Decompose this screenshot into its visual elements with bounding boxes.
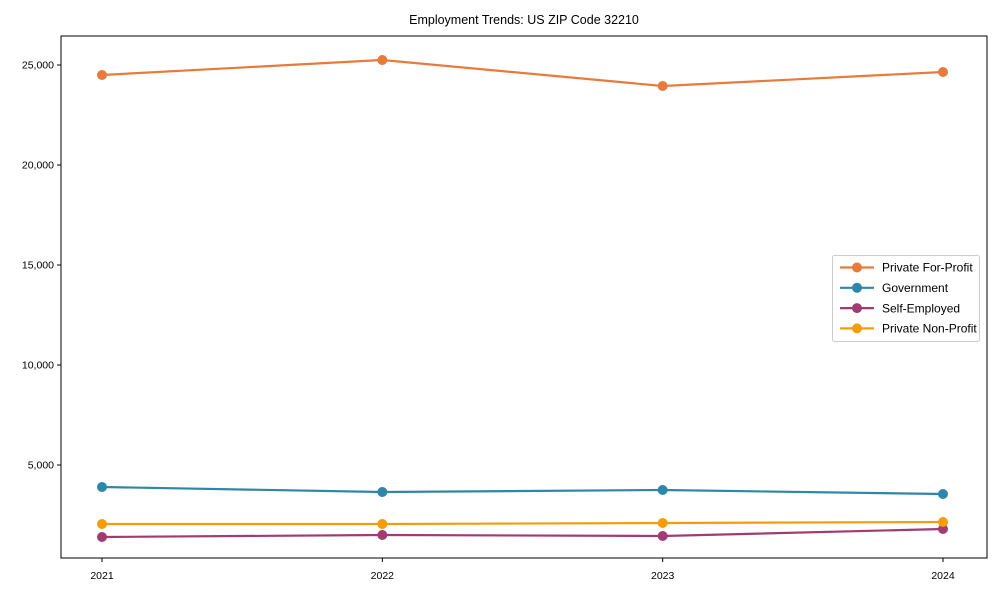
legend-item-label: Private Non-Profit [882,322,977,336]
y-tick-label: 20,000 [22,160,54,172]
series-line-self-employed [101,527,944,539]
data-point [938,489,948,499]
chart-title: Employment Trends: US ZIP Code 32210 [409,13,639,27]
series-line-private-non-profit [102,520,944,526]
x-tick-label: 2024 [931,570,955,582]
data-point [938,524,948,534]
data-point [657,81,668,91]
data-point [377,530,388,540]
y-tick-label: 25,000 [22,60,54,72]
x-tick-label: 2021 [90,570,114,582]
legend-box [832,255,980,342]
x-tick-label: 2022 [371,570,395,582]
data-point [938,67,948,77]
data-point [377,55,388,65]
data-point [657,485,668,495]
plot-area: 5,000 10,000 15,000 20,000 25,000 2021 2022 202… [22,35,988,582]
legend-item-label: Private For-Profit [882,261,973,275]
data-point [377,519,388,529]
data-point [938,517,948,527]
y-tick-label: 5,000 [28,460,54,472]
y-tick-label: 10,000 [22,360,54,372]
y-tick-label: 15,000 [22,260,54,272]
legend-swatch-marker [852,282,862,293]
data-point [657,531,668,541]
legend-item-label: Government [882,281,949,295]
series-line-private-for-profit [101,58,944,88]
legend-swatch-marker [852,262,862,273]
legend-swatch-marker [852,323,862,334]
x-tick-label: 2023 [651,570,675,582]
data-point [97,519,107,529]
legend-item-label: Self-Employed [882,301,960,315]
data-point [97,532,107,542]
series-line-government [101,485,944,496]
data-point [97,482,107,492]
plot-border [60,35,988,559]
data-point [97,70,107,80]
data-point [377,487,388,497]
legend-swatch-marker [852,303,862,314]
data-point [657,518,668,528]
